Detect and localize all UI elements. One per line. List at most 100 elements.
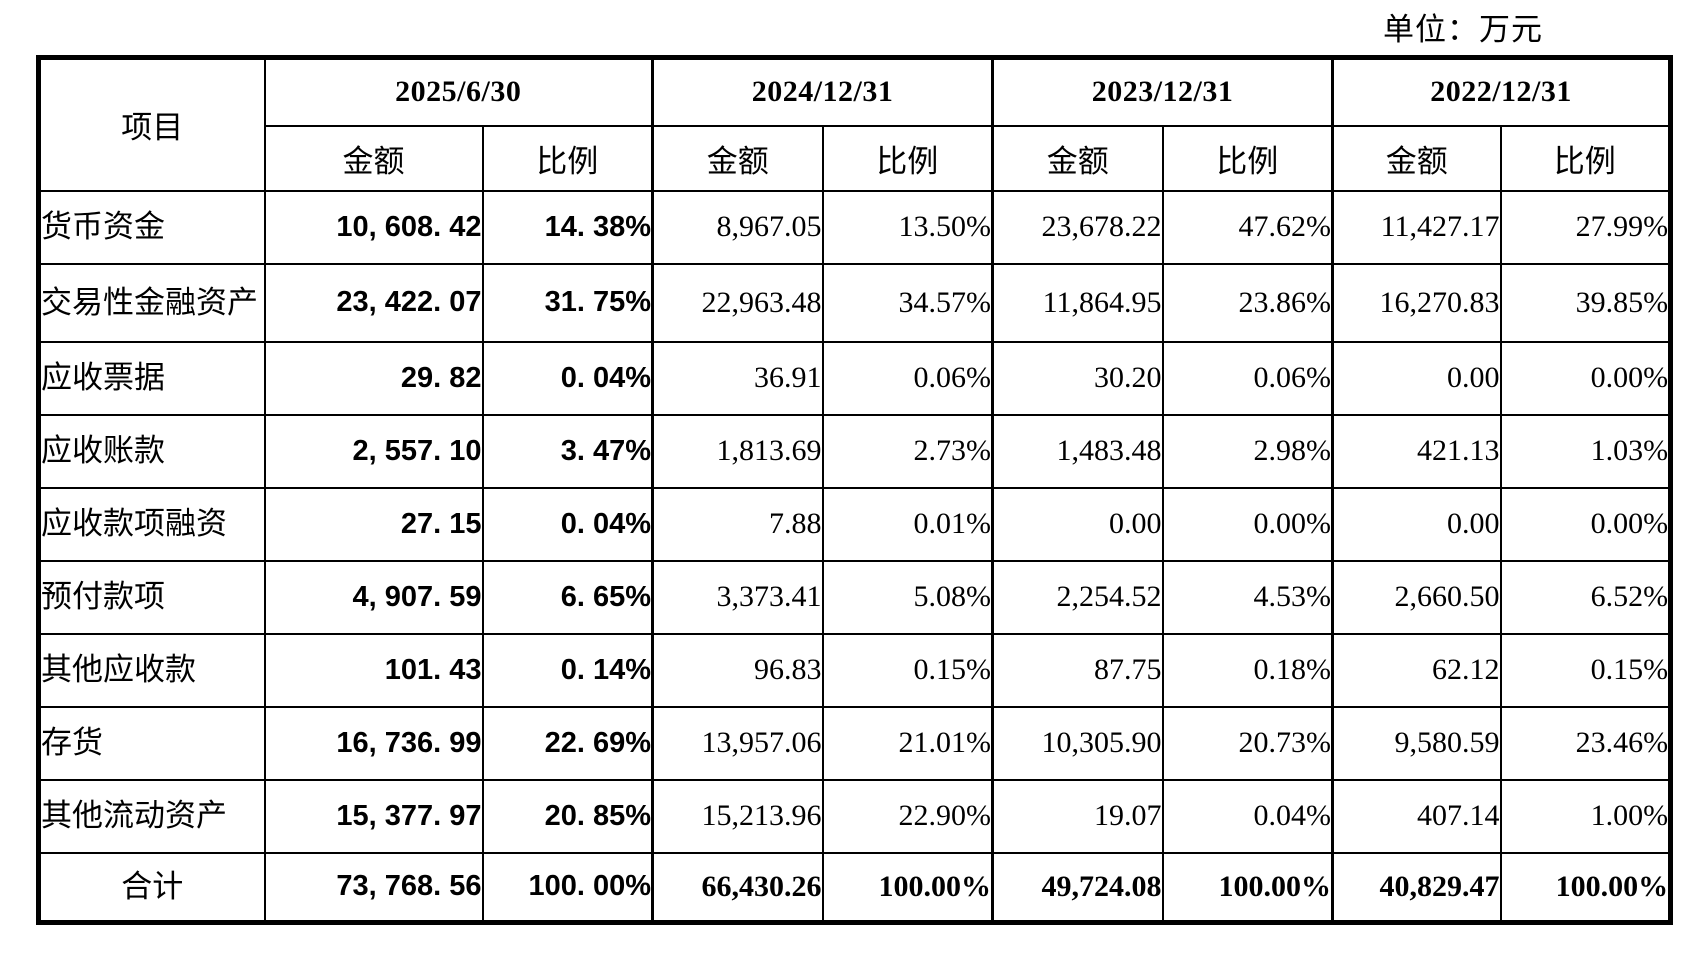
cell-ratio-2024: 21.01% (821, 705, 994, 781)
cell-ratio-2024: 13.50% (821, 189, 994, 265)
cell-ratio-2025: 14. 38% (481, 189, 654, 265)
cell-amount-2023: 11,864.95 (991, 262, 1164, 343)
row-label: 货币资金 (37, 189, 266, 265)
row-label: 预付款项 (37, 559, 266, 635)
cell-ratio-2024: 2.73% (821, 413, 994, 489)
ratio-header-2022: 比例 (1499, 124, 1672, 192)
cell-amount-2024: 7.88 (651, 486, 824, 562)
cell-ratio-2025: 6. 65% (481, 559, 654, 635)
cell-amount-2022: 11,427.17 (1331, 189, 1502, 265)
cell-ratio-2023: 0.00% (1161, 486, 1334, 562)
row-label: 其他应收款 (37, 632, 266, 708)
current-assets-table: 项目 2025/6/30 2024/12/31 2023/12/31 2022/… (36, 55, 1674, 925)
cell-amount-2025: 16, 736. 99 (263, 705, 484, 781)
cell-amount-2025: 29. 82 (263, 340, 484, 416)
cell-amount-2024: 13,957.06 (651, 705, 824, 781)
table-row: 应收票据 29. 82 0. 04% 36.91 0.06% 30.20 0.0… (37, 340, 1672, 416)
cell-amount-2023: 49,724.08 (991, 851, 1164, 924)
cell-ratio-2022: 100.00% (1499, 851, 1672, 924)
cell-ratio-2025: 31. 75% (481, 262, 654, 343)
cell-amount-2022: 62.12 (1331, 632, 1502, 708)
table-row-total: 合计 73, 768. 56 100. 00% 66,430.26 100.00… (37, 851, 1672, 924)
cell-amount-2024: 66,430.26 (651, 851, 824, 924)
cell-amount-2023: 2,254.52 (991, 559, 1164, 635)
cell-ratio-2022: 1.00% (1499, 778, 1672, 854)
item-column-header: 项目 (37, 56, 266, 192)
amount-header-2024: 金额 (651, 124, 824, 192)
cell-amount-2023: 30.20 (991, 340, 1164, 416)
cell-amount-2024: 96.83 (651, 632, 824, 708)
header-row-subcolumns: 金额 比例 金额 比例 金额 比例 金额 比例 (39, 124, 1672, 192)
cell-amount-2024: 36.91 (651, 340, 824, 416)
period-header-2024: 2024/12/31 (651, 56, 994, 127)
cell-ratio-2023: 0.18% (1161, 632, 1334, 708)
ratio-header-2024: 比例 (821, 124, 994, 192)
table-row: 交易性金融资产 23, 422. 07 31. 75% 22,963.48 34… (37, 262, 1672, 343)
table-row: 其他流动资产 15, 377. 97 20. 85% 15,213.96 22.… (37, 778, 1672, 854)
cell-ratio-2024: 34.57% (821, 262, 994, 343)
cell-amount-2022: 2,660.50 (1331, 559, 1502, 635)
cell-amount-2024: 3,373.41 (651, 559, 824, 635)
ratio-header-2023: 比例 (1161, 124, 1334, 192)
header-row-periods: 项目 2025/6/30 2024/12/31 2023/12/31 2022/… (37, 56, 1672, 192)
cell-amount-2023: 1,483.48 (991, 413, 1164, 489)
cell-amount-2022: 9,580.59 (1331, 705, 1502, 781)
row-label: 应收票据 (37, 340, 266, 416)
cell-amount-2024: 1,813.69 (651, 413, 824, 489)
cell-amount-2022: 407.14 (1331, 778, 1502, 854)
cell-ratio-2022: 1.03% (1499, 413, 1672, 489)
cell-amount-2024: 22,963.48 (651, 262, 824, 343)
period-header-2022: 2022/12/31 (1331, 56, 1672, 127)
cell-ratio-2024: 0.01% (821, 486, 994, 562)
cell-ratio-2022: 6.52% (1499, 559, 1672, 635)
cell-ratio-2025: 0. 14% (481, 632, 654, 708)
table-row: 货币资金 10, 608. 42 14. 38% 8,967.05 13.50%… (37, 189, 1672, 265)
cell-amount-2025: 101. 43 (263, 632, 484, 708)
amount-header-2022: 金额 (1331, 124, 1502, 192)
cell-ratio-2023: 47.62% (1161, 189, 1334, 265)
table-row: 预付款项 4, 907. 59 6. 65% 3,373.41 5.08% 2,… (37, 559, 1672, 635)
unit-label: 单位：万元 (1383, 12, 1543, 47)
cell-ratio-2023: 20.73% (1161, 705, 1334, 781)
ratio-header-2025: 比例 (481, 124, 654, 192)
cell-ratio-2025: 3. 47% (481, 413, 654, 489)
cell-amount-2022: 16,270.83 (1331, 262, 1502, 343)
cell-ratio-2023: 0.06% (1161, 340, 1334, 416)
row-label: 交易性金融资产 (37, 262, 266, 343)
cell-amount-2025: 10, 608. 42 (263, 189, 484, 265)
cell-ratio-2022: 0.00% (1499, 340, 1672, 416)
cell-amount-2023: 0.00 (991, 486, 1164, 562)
cell-amount-2023: 23,678.22 (991, 189, 1164, 265)
cell-amount-2023: 87.75 (991, 632, 1164, 708)
cell-amount-2022: 40,829.47 (1331, 851, 1502, 924)
cell-amount-2025: 15, 377. 97 (263, 778, 484, 854)
cell-ratio-2022: 23.46% (1499, 705, 1672, 781)
cell-ratio-2025: 20. 85% (481, 778, 654, 854)
cell-amount-2023: 10,305.90 (991, 705, 1164, 781)
cell-amount-2024: 15,213.96 (651, 778, 824, 854)
amount-header-2023: 金额 (991, 124, 1164, 192)
amount-header-2025: 金额 (263, 124, 484, 192)
table-row: 存货 16, 736. 99 22. 69% 13,957.06 21.01% … (37, 705, 1672, 781)
row-label-total: 合计 (37, 851, 266, 924)
period-header-2023: 2023/12/31 (991, 56, 1334, 127)
period-header-2025: 2025/6/30 (263, 56, 654, 127)
cell-ratio-2024: 5.08% (821, 559, 994, 635)
cell-ratio-2022: 0.15% (1499, 632, 1672, 708)
cell-ratio-2025: 22. 69% (481, 705, 654, 781)
row-label: 其他流动资产 (37, 778, 266, 854)
table-row: 其他应收款 101. 43 0. 14% 96.83 0.15% 87.75 0… (37, 632, 1672, 708)
cell-ratio-2025: 100. 00% (481, 851, 654, 924)
row-label: 存货 (37, 705, 266, 781)
cell-ratio-2024: 22.90% (821, 778, 994, 854)
cell-amount-2023: 19.07 (991, 778, 1164, 854)
cell-ratio-2024: 0.15% (821, 632, 994, 708)
cell-amount-2022: 421.13 (1331, 413, 1502, 489)
cell-amount-2025: 27. 15 (263, 486, 484, 562)
row-label: 应收款项融资 (37, 486, 266, 562)
cell-ratio-2023: 0.04% (1161, 778, 1334, 854)
cell-ratio-2023: 2.98% (1161, 413, 1334, 489)
cell-amount-2025: 73, 768. 56 (263, 851, 484, 924)
cell-ratio-2022: 39.85% (1499, 262, 1672, 343)
